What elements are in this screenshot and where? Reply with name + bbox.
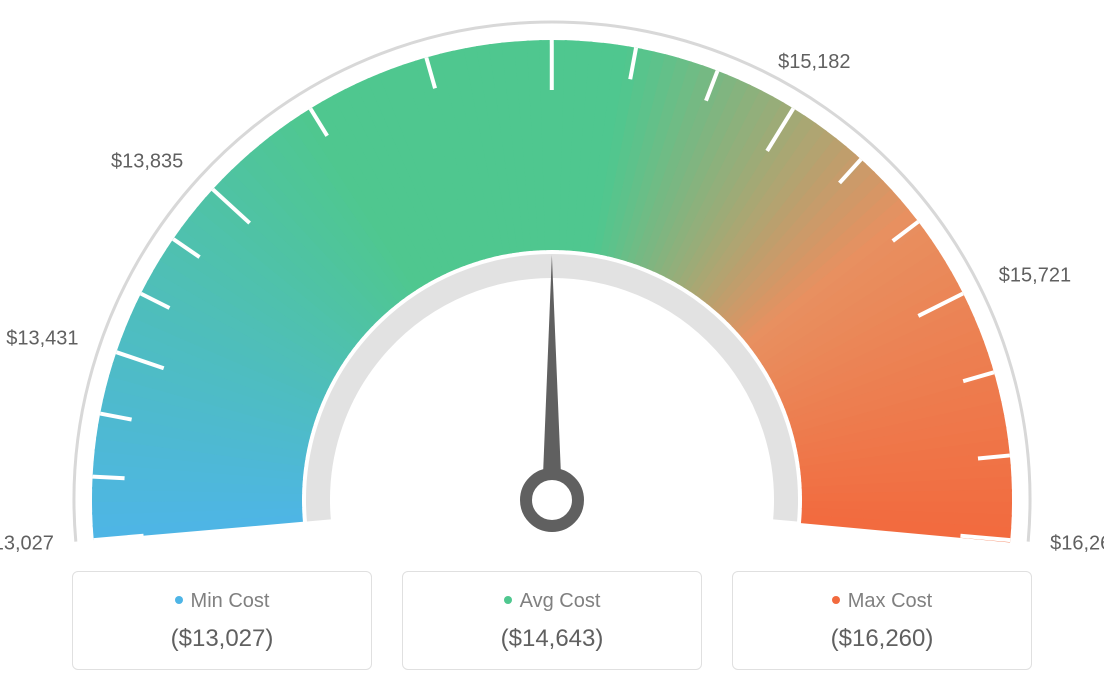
legend-dot-avg	[504, 596, 512, 604]
legend-row: Min Cost ($13,027) Avg Cost ($14,643) Ma…	[0, 571, 1104, 670]
legend-value-min: ($13,027)	[83, 625, 361, 653]
legend-dot-max	[832, 596, 840, 604]
gauge-tick-label: $15,182	[778, 51, 850, 74]
chart-container: $13,027$13,431$13,835$14,643$15,182$15,7…	[0, 0, 1104, 690]
legend-title-avg: Avg Cost	[413, 590, 691, 613]
legend-card-avg: Avg Cost ($14,643)	[402, 571, 702, 670]
legend-title-max: Max Cost	[743, 590, 1021, 613]
gauge-chart: $13,027$13,431$13,835$14,643$15,182$15,7…	[0, 0, 1104, 550]
legend-value-max: ($16,260)	[743, 625, 1021, 653]
gauge-tick-label: $13,027	[0, 532, 54, 555]
legend-card-max: Max Cost ($16,260)	[732, 571, 1032, 670]
legend-title-text-min: Min Cost	[191, 590, 270, 612]
legend-value-avg: ($14,643)	[413, 625, 691, 653]
gauge-tick-label: $15,721	[999, 264, 1071, 287]
legend-dot-min	[175, 596, 183, 604]
gauge-tick-label: $13,431	[6, 328, 78, 351]
gauge-tick-label: $16,260	[1050, 532, 1104, 555]
legend-title-min: Min Cost	[83, 590, 361, 613]
legend-title-text-max: Max Cost	[848, 590, 932, 612]
gauge-tick-label: $13,835	[111, 151, 183, 174]
legend-title-text-avg: Avg Cost	[520, 590, 601, 612]
gauge-svg	[0, 0, 1104, 550]
legend-card-min: Min Cost ($13,027)	[72, 571, 372, 670]
